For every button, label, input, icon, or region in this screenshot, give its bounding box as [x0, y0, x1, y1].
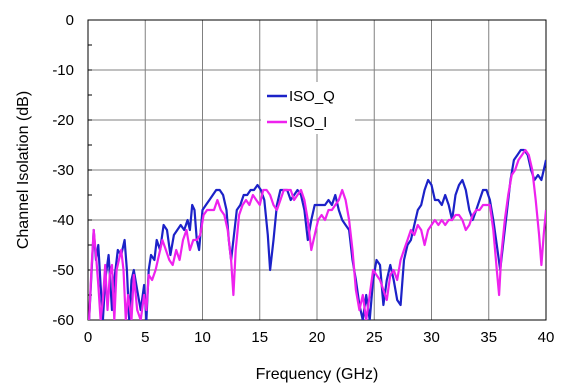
series-layer [88, 148, 546, 320]
y-tick-label: -50 [52, 262, 74, 279]
plot-area [87, 19, 547, 321]
y-tick-label: -60 [52, 312, 74, 329]
y-axis-title: Channel Isolation (dB) [15, 91, 32, 249]
y-tick-label: -40 [52, 212, 74, 229]
legend-label: ISO_Q [289, 88, 335, 105]
x-tick-labels: 0 5 10 15 20 25 30 35 40 [84, 329, 555, 346]
x-axis-title: Frequency (GHz) [256, 366, 379, 383]
x-tick-label: 10 [194, 329, 211, 346]
y-tick-labels: 0 -10 -20 -30 -40 -50 -60 [52, 12, 74, 329]
y-tick-label: -20 [52, 112, 74, 129]
grid [88, 19, 546, 321]
series-line-iso-i [88, 148, 546, 320]
y-tick-label: -10 [52, 62, 74, 79]
x-tick-label: 15 [251, 329, 268, 346]
legend: ISO_Q ISO_I [261, 82, 355, 134]
y-tick-label: -30 [52, 162, 74, 179]
x-tick-label: 0 [84, 329, 92, 346]
legend-background [261, 82, 355, 134]
x-tick-label: 40 [538, 329, 555, 346]
legend-label: ISO_I [289, 114, 327, 131]
x-tick-label: 30 [423, 329, 440, 346]
x-tick-label: 35 [480, 329, 497, 346]
y-tick-label: 0 [66, 12, 74, 29]
x-tick-label: 25 [366, 329, 383, 346]
x-tick-label: 5 [141, 329, 149, 346]
series-line-iso-q [88, 148, 546, 320]
x-tick-label: 20 [309, 329, 326, 346]
